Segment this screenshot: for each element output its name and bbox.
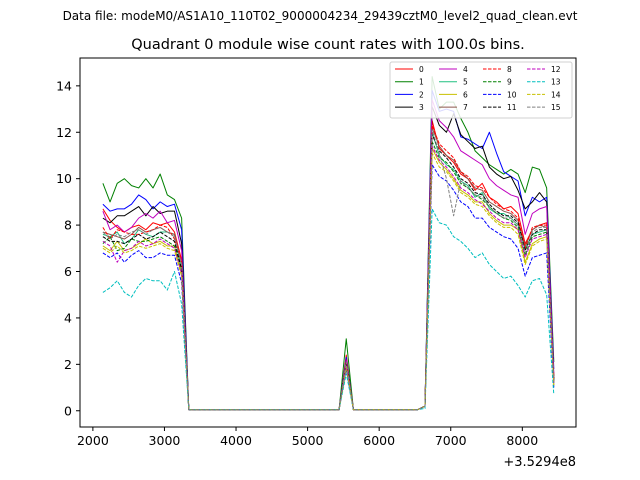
y-tick-label: 10 bbox=[56, 171, 72, 186]
x-axis: 2000 3000 4000 5000 6000 7000 8000 bbox=[77, 427, 538, 448]
x-offset-label: +3.5294e8 bbox=[503, 455, 576, 470]
y-tick-label: 14 bbox=[56, 78, 72, 93]
legend-label-12: 12 bbox=[551, 65, 561, 74]
legend-label-15: 15 bbox=[551, 103, 561, 112]
x-tick-label: 3000 bbox=[149, 433, 181, 448]
legend-label-13: 13 bbox=[551, 78, 561, 87]
legend-label-5: 5 bbox=[463, 78, 468, 87]
legend-label-14: 14 bbox=[551, 90, 561, 99]
y-tick-label: 8 bbox=[64, 218, 72, 233]
y-tick-label: 2 bbox=[64, 357, 72, 372]
y-tick-label: 0 bbox=[64, 403, 72, 418]
chart-title: Quadrant 0 module wise count rates with … bbox=[131, 37, 525, 53]
legend-label-11: 11 bbox=[507, 103, 517, 112]
x-tick-label: 2000 bbox=[77, 433, 109, 448]
legend-label-8: 8 bbox=[507, 65, 512, 74]
legend-label-4: 4 bbox=[463, 65, 468, 74]
legend-box bbox=[389, 61, 573, 119]
figure-suptitle: Data file: modeM0/AS1A10_110T02_90000042… bbox=[63, 9, 578, 23]
series-line-15 bbox=[102, 129, 555, 411]
y-tick-label: 4 bbox=[64, 310, 72, 325]
legend-label-10: 10 bbox=[507, 90, 517, 99]
y-axis: 0 2 4 6 8 10 12 14 bbox=[56, 78, 80, 418]
legend-label-7: 7 bbox=[463, 103, 468, 112]
legend-label-6: 6 bbox=[463, 90, 468, 99]
y-tick-label: 12 bbox=[56, 125, 72, 140]
legend-label-3: 3 bbox=[419, 103, 424, 112]
legend-label-9: 9 bbox=[507, 78, 512, 87]
x-tick-label: 8000 bbox=[506, 433, 538, 448]
x-tick-label: 7000 bbox=[435, 433, 467, 448]
legend-label-1: 1 bbox=[419, 78, 424, 87]
y-tick-label: 6 bbox=[64, 264, 72, 279]
x-tick-label: 4000 bbox=[220, 433, 252, 448]
x-tick-label: 5000 bbox=[292, 433, 324, 448]
series-line-13 bbox=[102, 208, 555, 411]
axes-frame bbox=[79, 57, 577, 428]
x-tick-label: 6000 bbox=[363, 433, 395, 448]
legend-label-2: 2 bbox=[419, 90, 424, 99]
legend-label-0: 0 bbox=[419, 65, 424, 74]
plot-area bbox=[102, 76, 555, 411]
series-line-8 bbox=[102, 124, 555, 411]
